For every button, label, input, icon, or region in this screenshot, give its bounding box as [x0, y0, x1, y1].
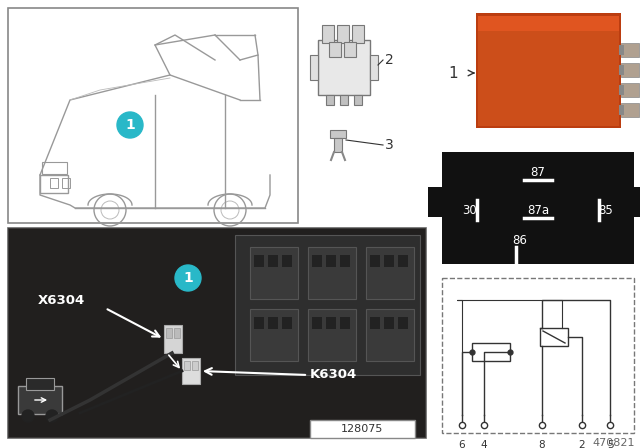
Bar — [344, 42, 356, 57]
Bar — [18, 386, 62, 414]
Bar — [164, 325, 182, 353]
Bar — [8, 8, 298, 223]
Text: 6: 6 — [459, 440, 465, 448]
Text: 128075: 128075 — [341, 424, 383, 434]
Bar — [282, 255, 292, 267]
Circle shape — [46, 410, 58, 422]
Bar — [312, 317, 322, 329]
Bar — [308, 309, 356, 361]
Bar — [384, 317, 394, 329]
Text: X6304: X6304 — [38, 293, 85, 306]
Bar — [26, 378, 54, 390]
Bar — [478, 16, 619, 31]
Bar — [308, 247, 356, 299]
Bar — [334, 138, 342, 152]
Bar — [340, 317, 350, 329]
Text: 2: 2 — [579, 440, 586, 448]
Bar — [478, 16, 619, 126]
Bar — [366, 247, 414, 299]
Bar — [326, 317, 336, 329]
Bar — [619, 65, 624, 75]
Text: 5: 5 — [607, 440, 613, 448]
Circle shape — [117, 112, 143, 138]
Bar — [326, 95, 334, 105]
Bar — [250, 247, 298, 299]
Bar — [384, 255, 394, 267]
Bar — [472, 343, 510, 361]
Text: 86: 86 — [513, 233, 527, 246]
Text: 87: 87 — [531, 165, 545, 178]
Bar — [619, 105, 624, 115]
Text: 85: 85 — [598, 203, 613, 216]
Bar — [428, 187, 442, 217]
Bar — [62, 178, 70, 188]
Text: K6304: K6304 — [310, 369, 357, 382]
Text: 30: 30 — [463, 203, 477, 216]
Bar — [330, 130, 346, 138]
Bar — [192, 361, 198, 370]
Bar — [352, 25, 364, 43]
Bar — [322, 25, 334, 43]
Bar — [310, 55, 318, 80]
Circle shape — [22, 410, 34, 422]
Bar — [235, 235, 420, 375]
Bar — [8, 228, 426, 438]
Bar — [42, 162, 67, 174]
Bar — [282, 317, 292, 329]
Bar — [250, 309, 298, 361]
Text: 1: 1 — [449, 65, 458, 81]
Bar — [476, 13, 621, 128]
Bar — [370, 317, 380, 329]
Text: 4: 4 — [481, 440, 487, 448]
Bar — [621, 63, 639, 77]
Bar — [318, 40, 370, 95]
Bar — [40, 175, 68, 193]
Bar — [8, 228, 426, 438]
Text: 1: 1 — [183, 271, 193, 285]
Bar — [326, 255, 336, 267]
Bar — [370, 55, 378, 80]
Circle shape — [175, 265, 201, 291]
Bar — [619, 85, 624, 95]
Bar — [442, 278, 634, 433]
Bar — [268, 317, 278, 329]
Bar — [370, 255, 380, 267]
Text: 8: 8 — [539, 440, 545, 448]
Bar — [634, 187, 640, 217]
Bar — [621, 103, 639, 117]
Text: 1: 1 — [125, 118, 135, 132]
Bar — [621, 83, 639, 97]
Text: 2: 2 — [385, 53, 394, 67]
Text: 87a: 87a — [527, 203, 549, 216]
Bar — [398, 255, 408, 267]
Text: 3: 3 — [385, 138, 394, 152]
Bar — [340, 255, 350, 267]
Bar — [329, 42, 341, 57]
Bar — [619, 45, 624, 55]
Bar — [340, 95, 348, 105]
Bar — [174, 328, 180, 338]
Bar — [366, 309, 414, 361]
Bar — [268, 255, 278, 267]
Bar — [184, 361, 190, 370]
Text: 470821: 470821 — [593, 438, 635, 448]
Bar — [354, 95, 362, 105]
Bar — [254, 255, 264, 267]
Bar — [182, 358, 200, 384]
Bar — [621, 43, 639, 57]
Bar — [540, 328, 568, 346]
Bar — [312, 255, 322, 267]
Bar — [310, 420, 415, 438]
Bar — [50, 178, 58, 188]
Bar — [254, 317, 264, 329]
Bar — [166, 328, 172, 338]
Bar — [442, 152, 634, 264]
Bar — [337, 25, 349, 43]
Bar — [398, 317, 408, 329]
